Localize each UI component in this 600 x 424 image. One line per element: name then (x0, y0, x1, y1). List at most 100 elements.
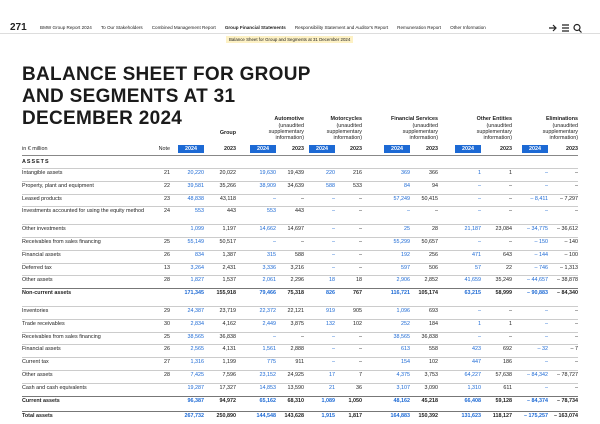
row-rule (22, 382, 578, 384)
year-header: 2023 (350, 146, 362, 152)
nav: BMW Group Report 2024 To Our Stakeholders… (40, 25, 486, 30)
row-note: 25 (164, 333, 170, 340)
cell: 68,310 (287, 397, 305, 404)
cell: 423 (472, 346, 481, 353)
cell: 19,439 (287, 170, 305, 176)
cell: – (478, 333, 481, 340)
nav-item[interactable]: Other Information (450, 25, 486, 30)
subtab[interactable]: Balance Sheet for Group and Segments at … (226, 36, 354, 43)
cell: 1 (478, 170, 481, 176)
cell: 4,375 (396, 372, 411, 378)
cell: – (301, 239, 304, 245)
cell: 22,372 (259, 308, 277, 314)
cell: – 90,883 (527, 290, 548, 297)
cell: – (575, 333, 578, 340)
cell: 1,096 (396, 308, 411, 314)
cell: 443 (295, 208, 304, 215)
row-note: 22 (164, 182, 170, 189)
cell: 55,149 (187, 239, 205, 245)
cell: – (478, 208, 481, 215)
unit: in € million (22, 146, 48, 152)
nav-item[interactable]: Combined Management Report (151, 25, 216, 30)
cell: 3,875 (290, 320, 305, 327)
cell: 7,596 (222, 372, 237, 378)
nav-item[interactable]: BMW Group Report 2024 (40, 25, 92, 30)
cell: – (301, 333, 304, 340)
cell: 24,387 (187, 308, 205, 314)
cell: 79,466 (259, 290, 277, 297)
cell: – (575, 359, 578, 366)
cell: – (359, 346, 362, 353)
cell: 38,565 (393, 333, 411, 340)
cell: 17,327 (219, 384, 237, 391)
row-rule (22, 288, 578, 290)
cell: 2,852 (424, 277, 439, 284)
cell: 94,972 (219, 397, 237, 404)
cell: 553 (195, 208, 204, 215)
row-label: Receivables from sales financing (22, 333, 101, 340)
row-note: 23 (164, 195, 170, 202)
cell: – (575, 170, 578, 176)
cell: 767 (353, 290, 362, 297)
row-label: Property, plant and equipment (22, 182, 94, 189)
year-header: 2024 (522, 145, 548, 153)
row-rule (22, 206, 578, 208)
menu-icon[interactable] (562, 24, 569, 32)
cell: 50,657 (421, 239, 439, 245)
cell: – (407, 208, 410, 215)
cell: 4,131 (222, 346, 237, 353)
row-note: 26 (164, 346, 170, 353)
cell: – (545, 333, 548, 340)
nav-item[interactable]: Remuneration Report (397, 25, 442, 30)
cell: 14,853 (259, 384, 277, 391)
nav-item[interactable]: Group Financial Statements (224, 25, 286, 30)
cell: – (332, 333, 335, 340)
cell: 1,099 (190, 226, 205, 233)
row-rule (22, 237, 578, 238)
row-rule (22, 357, 578, 359)
row-rule (22, 344, 578, 346)
back-icon[interactable] (549, 24, 557, 32)
cell: 57 (475, 264, 481, 271)
row-note: 30 (164, 320, 170, 327)
group-note: (unaudited supplementary information) (402, 123, 438, 141)
row-label: Non-current assets (22, 290, 72, 297)
cell: 1,827 (190, 277, 205, 284)
cell: 250,890 (216, 413, 237, 420)
cell: 66,408 (464, 397, 482, 404)
nav-item[interactable]: To Our Stakeholders (100, 25, 143, 30)
row-rule (22, 395, 578, 397)
row-rule (22, 224, 578, 226)
cell: 1,561 (262, 346, 277, 353)
cell: – (478, 308, 481, 314)
row-label: Current tax (22, 359, 49, 366)
toolbar-icons (549, 23, 582, 33)
cell: – (332, 239, 335, 245)
cell: 3,264 (190, 264, 205, 271)
row-label: Financial assets (22, 346, 61, 353)
cell: – (478, 182, 481, 189)
search-icon[interactable] (573, 23, 581, 32)
cell: – (359, 333, 362, 340)
cell: – (545, 208, 548, 215)
cell: – 8,411 (530, 195, 548, 202)
row-rule (22, 306, 578, 307)
cell: 155,918 (216, 290, 237, 297)
cell: 19,287 (187, 384, 205, 391)
cell: – 38,878 (557, 277, 578, 284)
row-label: Inventories (22, 308, 49, 314)
row-rule (22, 370, 578, 371)
row-label: Deferred tax (22, 264, 52, 271)
nav-item[interactable]: Responsibility Statement and Auditor's R… (294, 25, 389, 30)
cell: 2,906 (396, 277, 411, 284)
cell: 919 (326, 308, 335, 314)
cell: 17 (329, 372, 335, 378)
cell: 48,838 (187, 195, 205, 202)
year-header: 2023 (566, 146, 578, 152)
row-label: Current assets (22, 397, 60, 404)
cell: – (509, 208, 512, 215)
cell: 102 (353, 320, 362, 327)
cell: – (545, 170, 548, 176)
cell: 4,162 (222, 320, 237, 327)
